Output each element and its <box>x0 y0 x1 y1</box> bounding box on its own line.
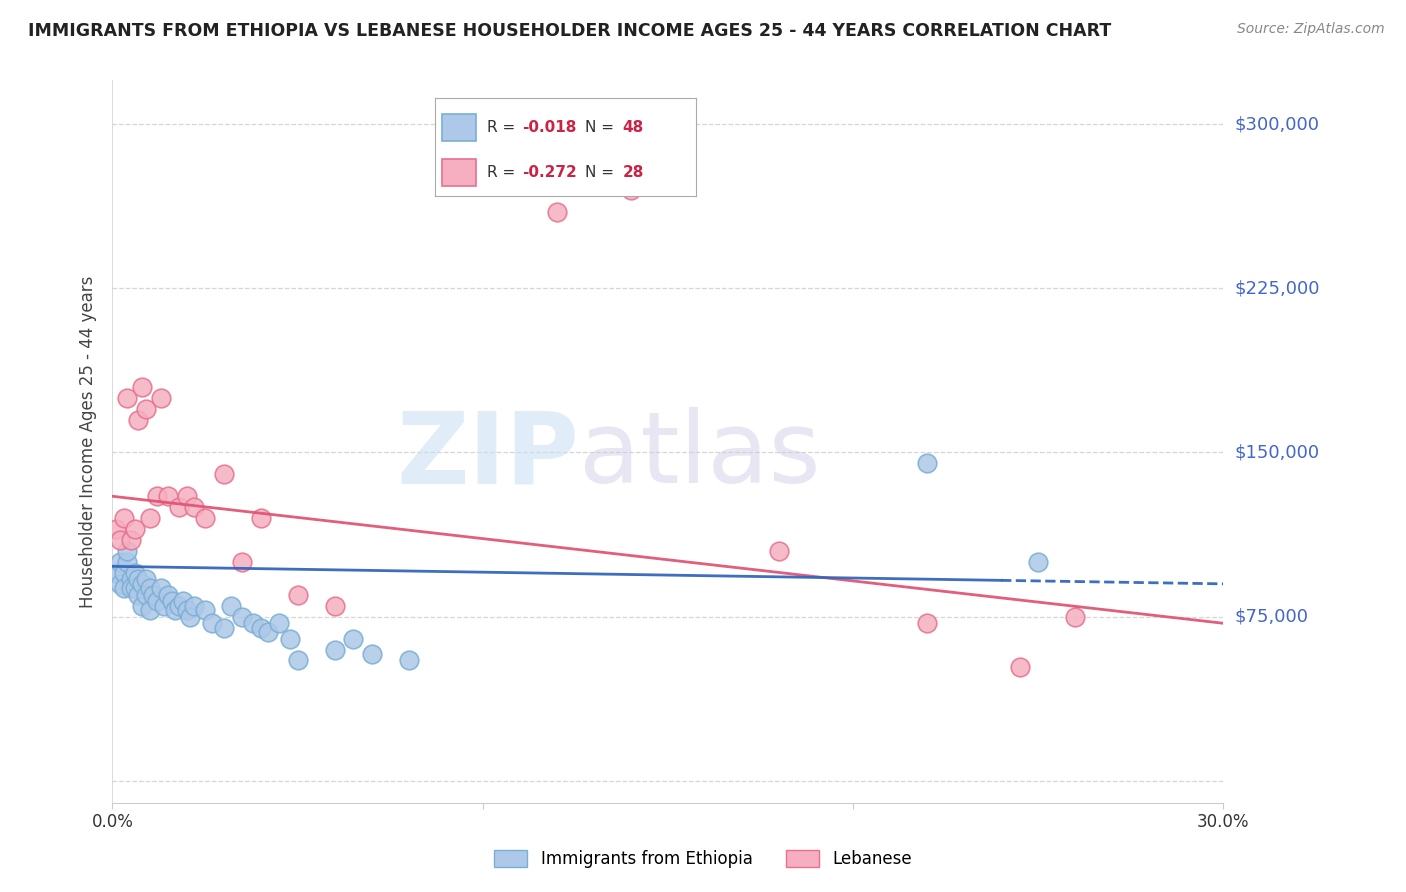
Point <box>146 489 169 503</box>
Point <box>915 616 938 631</box>
Point <box>120 581 142 595</box>
Point <box>183 599 205 613</box>
Point <box>149 581 172 595</box>
Legend: Immigrants from Ethiopia, Lebanese: Immigrants from Ethiopia, Lebanese <box>488 843 918 875</box>
Point <box>167 599 190 613</box>
Point <box>323 599 346 613</box>
Point <box>135 573 157 587</box>
Point <box>160 594 183 608</box>
Point <box>131 380 153 394</box>
Point <box>138 581 160 595</box>
Point <box>1026 555 1049 569</box>
Point <box>212 467 235 482</box>
Point <box>194 603 217 617</box>
Point <box>1064 609 1087 624</box>
Point <box>231 609 253 624</box>
Point <box>287 588 309 602</box>
Point <box>135 588 157 602</box>
Point <box>142 588 165 602</box>
Text: $75,000: $75,000 <box>1234 607 1309 625</box>
Point <box>201 616 224 631</box>
Text: IMMIGRANTS FROM ETHIOPIA VS LEBANESE HOUSEHOLDER INCOME AGES 25 - 44 YEARS CORRE: IMMIGRANTS FROM ETHIOPIA VS LEBANESE HOU… <box>28 22 1111 40</box>
Point <box>167 500 190 515</box>
Point <box>398 653 420 667</box>
Point <box>117 555 139 569</box>
Point <box>176 489 198 503</box>
Point <box>131 599 153 613</box>
Point <box>219 599 242 613</box>
Text: $150,000: $150,000 <box>1234 443 1319 461</box>
Point <box>257 625 280 640</box>
Point <box>108 577 131 591</box>
Point <box>323 642 346 657</box>
Point <box>146 594 169 608</box>
Point <box>231 555 253 569</box>
Point <box>342 632 364 646</box>
Point <box>127 412 149 426</box>
Point <box>172 594 194 608</box>
Point <box>120 533 142 547</box>
Point <box>249 511 271 525</box>
Point <box>112 511 135 525</box>
Y-axis label: Householder Income Ages 25 - 44 years: Householder Income Ages 25 - 44 years <box>79 276 97 607</box>
Text: $225,000: $225,000 <box>1234 279 1320 297</box>
Point <box>183 500 205 515</box>
Text: Source: ZipAtlas.com: Source: ZipAtlas.com <box>1237 22 1385 37</box>
Point <box>131 577 153 591</box>
Point <box>108 533 131 547</box>
Point <box>112 581 135 595</box>
Point <box>124 581 146 595</box>
Point <box>127 573 149 587</box>
Point <box>112 566 135 580</box>
Point <box>108 555 131 569</box>
Point <box>117 391 139 405</box>
Point <box>135 401 157 416</box>
Point <box>124 566 146 580</box>
Point <box>157 489 180 503</box>
Point <box>212 621 235 635</box>
Point <box>117 544 139 558</box>
Point <box>546 204 568 219</box>
Point <box>194 511 217 525</box>
Point <box>915 457 938 471</box>
Point <box>176 603 198 617</box>
Point <box>287 653 309 667</box>
Point <box>768 544 790 558</box>
Text: atlas: atlas <box>579 408 821 505</box>
Text: ZIP: ZIP <box>396 408 579 505</box>
Point <box>165 603 187 617</box>
Point <box>1008 660 1031 674</box>
Point <box>179 609 201 624</box>
Point <box>127 588 149 602</box>
Point <box>360 647 382 661</box>
Point <box>105 522 128 536</box>
Point <box>278 632 301 646</box>
Point <box>138 511 160 525</box>
Point <box>149 391 172 405</box>
Point <box>124 522 146 536</box>
Point <box>267 616 291 631</box>
Point <box>120 573 142 587</box>
Point <box>242 616 264 631</box>
Point <box>105 566 128 580</box>
Point <box>153 599 176 613</box>
Point <box>157 588 180 602</box>
Point <box>620 183 643 197</box>
Point <box>249 621 271 635</box>
Text: $300,000: $300,000 <box>1234 115 1319 133</box>
Point <box>138 603 160 617</box>
